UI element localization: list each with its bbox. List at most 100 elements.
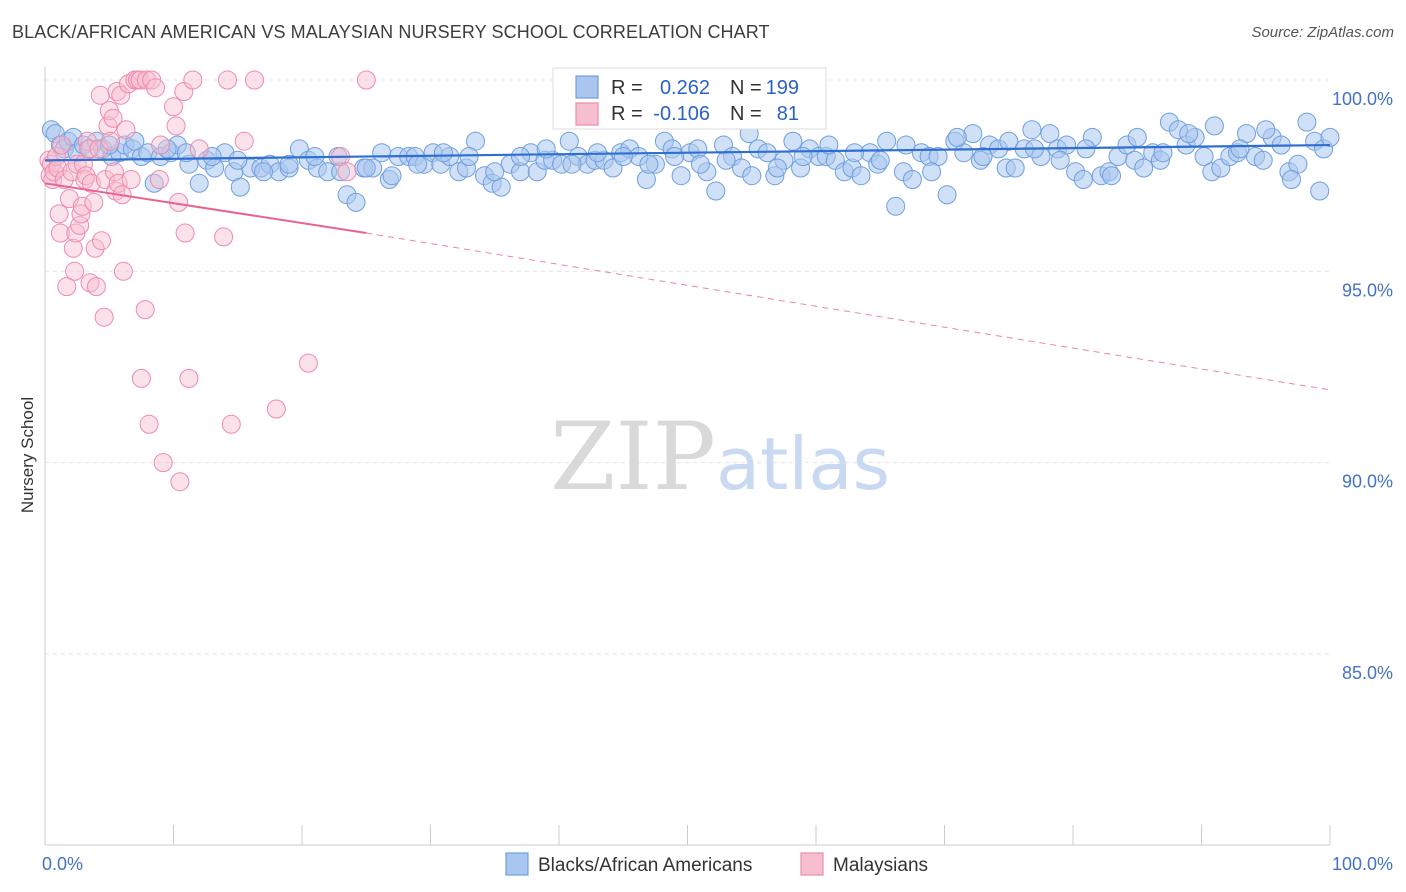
trend-line-blacks [44, 143, 1331, 162]
point-blacks-159 [1179, 124, 1199, 144]
series-legend: Blacks/African Americans Malaysians [505, 852, 928, 876]
point-malaysians-46 [113, 261, 133, 281]
trend-line-malaysians-dashed [366, 232, 1331, 391]
point-malaysians-27 [81, 173, 101, 193]
point-blacks-186 [485, 162, 505, 182]
point-malaysians-67 [175, 223, 195, 243]
point-blacks-42 [372, 143, 392, 163]
point-malaysians-52 [130, 70, 150, 90]
point-blacks-183 [562, 154, 582, 174]
y-tick-label-2: 95.0% [1342, 280, 1393, 300]
legend-r-label-0: R = [611, 77, 643, 99]
point-malaysians-63 [166, 116, 186, 136]
y-tick-labels: 85.0% 90.0% 95.0% 100.0% [1332, 89, 1393, 683]
point-malaysians-60 [151, 135, 171, 155]
point-blacks-120 [1040, 124, 1060, 144]
point-malaysians-68 [179, 368, 199, 388]
point-malaysians-29 [85, 238, 105, 258]
point-blacks-190 [382, 166, 402, 186]
point-malaysians-11 [57, 277, 77, 297]
chart-source: Source: ZipAtlas.com [1251, 24, 1394, 41]
point-malaysians-8 [50, 223, 70, 243]
point-blacks-81 [706, 181, 726, 201]
legend-r-value-0: 0.262 [660, 77, 710, 99]
point-blacks-158 [1204, 116, 1224, 136]
point-malaysians-47 [116, 120, 136, 140]
point-blacks-39 [346, 192, 366, 212]
point-malaysians-76 [266, 399, 286, 419]
point-blacks-195 [254, 162, 273, 182]
legend-n-value-1: 81 [777, 103, 799, 125]
point-blacks-194 [279, 154, 299, 174]
point-blacks-156 [1256, 120, 1276, 140]
point-malaysians-14 [63, 238, 83, 258]
point-malaysians-65 [170, 472, 190, 492]
legend-label-blacks: Blacks/African Americans [538, 855, 752, 876]
series-malaysians-points [39, 70, 376, 492]
x-tick-label-0: 0.0% [42, 854, 83, 874]
trend-line-malaysians-solid [44, 182, 367, 235]
legend-r-value-1: -0.106 [653, 103, 710, 125]
point-blacks-17 [144, 173, 164, 193]
point-blacks-188 [433, 143, 453, 163]
point-blacks-177 [716, 150, 736, 170]
point-malaysians-56 [139, 414, 159, 434]
point-malaysians-75 [245, 70, 264, 90]
point-blacks-160 [1153, 143, 1173, 163]
point-blacks-102 [886, 196, 906, 216]
y-axis-title: Nursery School [18, 397, 37, 513]
watermark: ZIP atlas [550, 403, 890, 512]
point-malaysians-30 [86, 277, 106, 297]
point-blacks-187 [459, 147, 479, 166]
point-malaysians-24 [77, 131, 97, 151]
legend-n-label-1: N = [730, 103, 762, 125]
x-tick-label-1: 100.0% [1332, 854, 1393, 874]
point-blacks-185 [511, 147, 530, 166]
legend-swatch-malaysians [800, 852, 824, 876]
point-blacks-191 [356, 158, 376, 178]
legend-n-label-0: N = [730, 77, 762, 99]
point-blacks-162 [1102, 166, 1121, 186]
trend-lines [44, 143, 1331, 391]
point-blacks-104 [902, 170, 922, 189]
point-blacks-180 [639, 154, 659, 174]
point-malaysians-73 [221, 414, 241, 434]
point-blacks-116 [1005, 158, 1025, 178]
point-blacks-153 [1320, 127, 1340, 147]
point-blacks-157 [1230, 139, 1250, 159]
point-blacks-164 [1050, 150, 1070, 170]
point-malaysians-19 [71, 204, 91, 224]
point-blacks-108 [937, 185, 957, 205]
point-blacks-178 [690, 154, 710, 174]
axes [44, 67, 1331, 846]
point-blacks-27 [230, 177, 250, 197]
point-blacks-189 [408, 154, 428, 174]
point-malaysians-71 [214, 227, 234, 247]
point-blacks-131 [1134, 158, 1154, 178]
point-blacks-168 [947, 127, 967, 147]
point-malaysians-44 [111, 85, 131, 105]
x-tick-labels: 0.0% 100.0% [42, 854, 1393, 874]
point-blacks-98 [851, 166, 871, 186]
point-blacks-145 [1253, 150, 1273, 170]
point-malaysians-25 [79, 139, 99, 159]
point-blacks-176 [742, 166, 762, 186]
chart-title: BLACK/AFRICAN AMERICAN VS MALAYSIAN NURS… [12, 22, 770, 42]
point-malaysians-33 [92, 231, 111, 251]
point-malaysians-15 [65, 261, 85, 281]
watermark-zip: ZIP [550, 403, 716, 512]
point-malaysians-7 [49, 204, 69, 224]
point-blacks-175 [767, 158, 787, 178]
point-malaysians-10 [54, 170, 74, 189]
point-malaysians-6 [48, 158, 68, 178]
legend-r-label-1: R = [611, 103, 643, 125]
point-malaysians-79 [337, 162, 357, 182]
point-blacks-198 [176, 143, 196, 163]
point-blacks-64 [559, 131, 579, 151]
legend-swatch-blacks [505, 852, 529, 876]
point-malaysians-49 [121, 170, 141, 189]
point-blacks-192 [331, 162, 351, 182]
point-blacks-169 [922, 162, 942, 182]
point-malaysians-74 [234, 131, 254, 151]
point-blacks-166 [999, 131, 1019, 151]
